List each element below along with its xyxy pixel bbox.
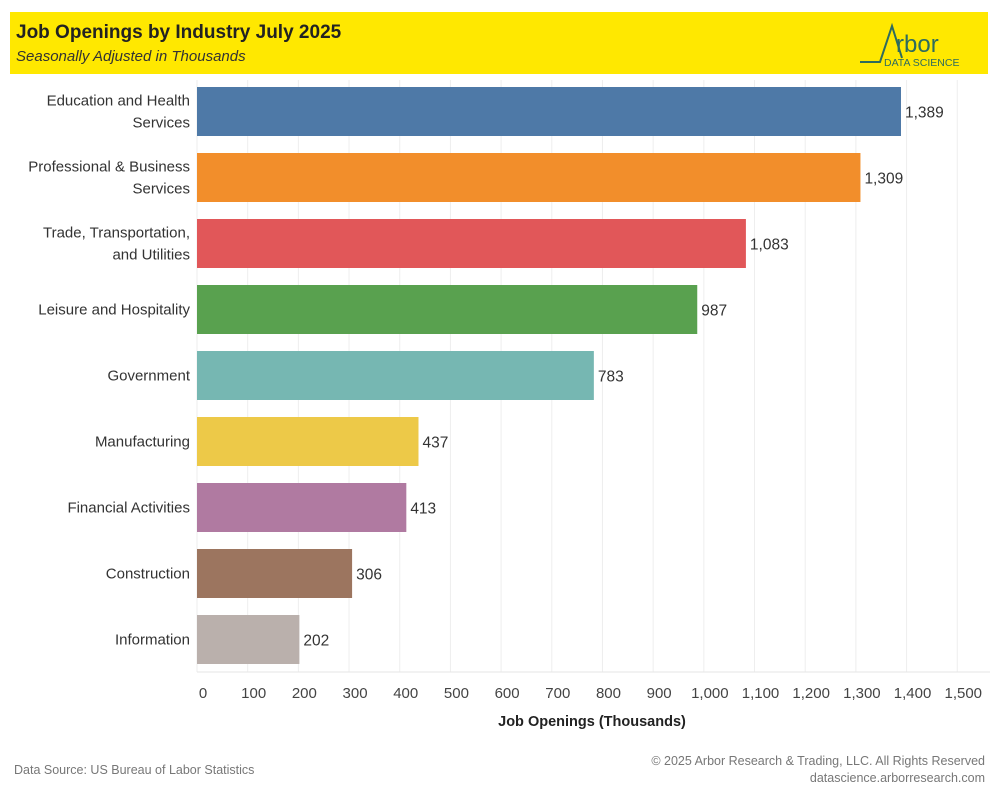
data-label: 1,389 [905, 105, 944, 122]
header-banner: Job Openings by Industry July 2025 Seaso… [10, 12, 988, 74]
x-tick-label: 1,300 [843, 685, 881, 702]
x-tick-label: 0 [199, 685, 207, 702]
category-label: Manufacturing [95, 434, 190, 451]
x-tick-label: 500 [444, 685, 469, 702]
data-label: 1,309 [864, 171, 903, 188]
bar [197, 153, 861, 202]
data-label: 1,083 [750, 237, 789, 254]
bar [197, 417, 419, 466]
bar [197, 351, 594, 400]
x-tick-label: 1,500 [944, 685, 982, 702]
data-label: 306 [356, 567, 382, 584]
data-label: 413 [410, 501, 436, 518]
bar [197, 549, 353, 598]
svg-text:rbor: rbor [896, 31, 939, 58]
x-tick-label: 1,000 [691, 685, 729, 702]
bar [197, 615, 300, 664]
x-tick-label: 1,200 [792, 685, 830, 702]
x-axis-title: Job Openings (Thousands) [498, 714, 686, 730]
category-label: Trade, Transportation, [43, 225, 190, 242]
category-label: Leisure and Hospitality [38, 302, 190, 319]
data-source: Data Source: US Bureau of Labor Statisti… [14, 763, 255, 777]
chart-subtitle: Seasonally Adjusted in Thousands [16, 48, 246, 65]
x-tick-label: 200 [292, 685, 317, 702]
category-label: Government [107, 368, 190, 385]
x-tick-label: 900 [647, 685, 672, 702]
category-label: Financial Activities [67, 500, 190, 517]
svg-text:DATA SCIENCE: DATA SCIENCE [884, 57, 959, 69]
website: datascience.arborresearch.com [809, 771, 985, 785]
category-label: Construction [106, 566, 190, 583]
x-tick-label: 300 [343, 685, 368, 702]
x-tick-label: 400 [393, 685, 418, 702]
bar [197, 285, 698, 334]
category-label: and Utilities [112, 247, 190, 264]
x-tick-label: 800 [596, 685, 621, 702]
category-label: Professional & Business [28, 159, 190, 176]
data-label: 987 [701, 303, 727, 320]
bar [197, 87, 901, 136]
data-label: 437 [422, 435, 448, 452]
bar [197, 219, 746, 268]
category-label: Information [115, 632, 190, 649]
category-label: Services [132, 115, 190, 132]
category-label: Services [132, 181, 190, 198]
data-label: 783 [598, 369, 624, 386]
x-tick-label: 700 [545, 685, 570, 702]
x-tick-label: 600 [495, 685, 520, 702]
copyright: © 2025 Arbor Research & Trading, LLC. Al… [651, 754, 985, 768]
x-tick-label: 1,400 [894, 685, 932, 702]
category-label: Education and Health [47, 93, 190, 110]
bar [197, 483, 407, 532]
arbor-logo: rbor DATA SCIENCE [860, 22, 959, 69]
data-label: 202 [303, 633, 329, 650]
x-tick-label: 100 [241, 685, 266, 702]
chart-title: Job Openings by Industry July 2025 [16, 22, 342, 43]
x-tick-label: 1,100 [742, 685, 780, 702]
